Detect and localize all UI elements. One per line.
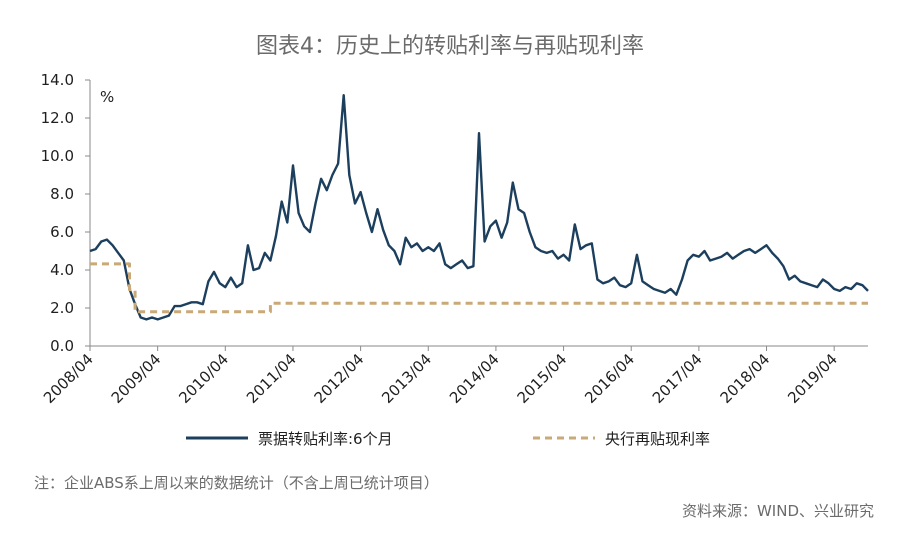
series-line-discount-rate (89, 93, 869, 321)
x-tick-label: 2011/04 (243, 350, 300, 407)
x-tick-label: 2017/04 (649, 350, 706, 407)
series-layer (89, 93, 869, 321)
y-tick-label: 2.0 (50, 299, 74, 317)
y-tick-label: 8.0 (50, 185, 74, 203)
source-note: 资料来源：WIND、兴业研究 (681, 502, 874, 520)
x-tick-label: 2016/04 (581, 350, 638, 407)
x-tick-label: 2018/04 (717, 350, 774, 407)
y-tick-label: 14.0 (41, 71, 74, 89)
y-axis-ticks: 0.0 2.0 4.0 6.0 8.0 10.0 12.0 14.0 (41, 71, 90, 355)
legend-label-rediscount: 央行再贴现利率 (605, 430, 710, 448)
y-tick-label: 10.0 (41, 147, 74, 165)
legend: 票据转贴利率:6个月 央行再贴现利率 (186, 430, 710, 448)
x-tick-label: 2009/04 (108, 350, 165, 407)
legend-label-rate: 票据转贴利率:6个月 (258, 430, 393, 448)
y-tick-label: 12.0 (41, 109, 74, 127)
x-axis-ticks: 2008/04 2009/04 2010/04 2011/04 2012/04 2013/… (40, 346, 841, 407)
x-tick-label: 2008/04 (40, 350, 97, 407)
footnote: 注：企业ABS系上周以来的数据统计（不含上周已统计项目） (34, 474, 439, 492)
x-tick-label: 2015/04 (514, 350, 571, 407)
chart-title: 图表4：历史上的转贴利率与再贴现利率 (256, 34, 644, 59)
y-tick-label: 6.0 (50, 223, 74, 241)
x-tick-label: 2012/04 (311, 350, 368, 407)
y-tick-label: 4.0 (50, 261, 74, 279)
y-tick-label: 0.0 (50, 337, 74, 355)
x-tick-label: 2013/04 (378, 350, 435, 407)
x-tick-label: 2019/04 (784, 350, 841, 407)
unit-label: % (100, 88, 114, 106)
x-tick-label: 2014/04 (446, 350, 503, 407)
x-tick-label: 2010/04 (175, 350, 232, 407)
